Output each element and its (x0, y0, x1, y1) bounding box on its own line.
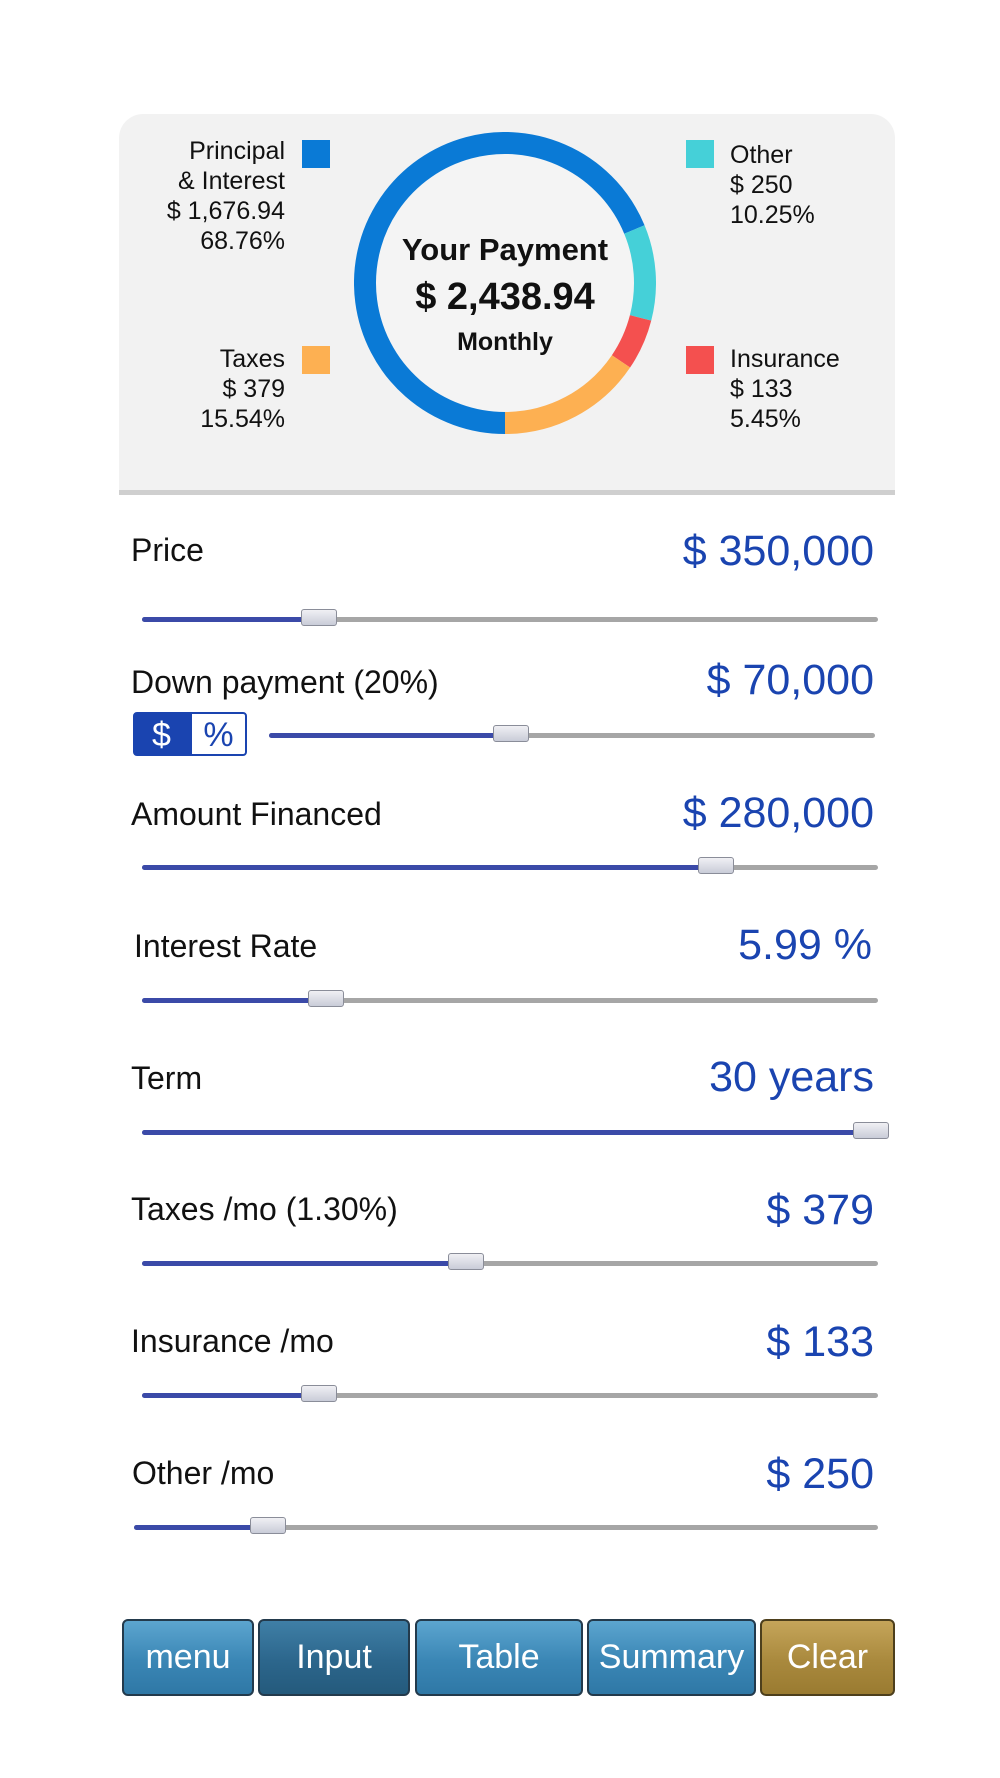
price-slider[interactable] (142, 609, 878, 627)
amount-financed-label: Amount Financed (131, 796, 382, 832)
insurance-swatch (686, 346, 714, 374)
amount-financed-slider[interactable] (142, 857, 878, 875)
other-label: Other /mo (132, 1455, 275, 1491)
insurance-slider[interactable] (142, 1385, 878, 1403)
donut-segment-principal (354, 132, 645, 434)
down-payment-value[interactable]: $ 70,000 (706, 656, 874, 704)
legend-insurance: Insurance $ 133 5.45% (730, 344, 840, 434)
insurance-slider-thumb[interactable] (300, 1385, 337, 1402)
payment-period: Monthly (457, 328, 553, 356)
price-slider-thumb[interactable] (300, 609, 337, 626)
legend-other-percent: 10.25% (730, 201, 815, 229)
term-slider-thumb[interactable] (853, 1122, 889, 1139)
legend-insurance-value: $ 133 (730, 375, 793, 403)
taxes-value[interactable]: $ 379 (766, 1186, 874, 1234)
legend-taxes-value: $ 379 (222, 375, 285, 403)
payment-donut-chart (354, 132, 656, 434)
toggle-percent-button[interactable]: % (190, 712, 247, 756)
other-swatch (686, 140, 714, 168)
legend-other: Other $ 250 10.25% (730, 140, 815, 230)
legend-other-label: Other (730, 141, 793, 169)
taxes-slider-thumb[interactable] (447, 1253, 484, 1270)
insurance-label: Insurance /mo (131, 1323, 334, 1359)
interest-rate-label: Interest Rate (134, 928, 318, 964)
down-payment-slider[interactable] (269, 725, 875, 743)
other-slider-thumb[interactable] (249, 1517, 286, 1534)
interest-rate-slider[interactable] (142, 990, 878, 1008)
interest-rate-value[interactable]: 5.99 % (738, 921, 872, 969)
donut-segment-other (624, 225, 656, 321)
other-value[interactable]: $ 250 (766, 1450, 874, 1498)
other-slider[interactable] (134, 1517, 878, 1535)
legend-principal-label2: & Interest (178, 167, 285, 195)
your-payment-title: Your Payment (401, 232, 609, 267)
legend-insurance-label: Insurance (730, 345, 840, 373)
donut-center (376, 154, 634, 412)
legend-principal-percent: 68.76% (200, 227, 285, 255)
price-value[interactable]: $ 350,000 (682, 527, 874, 575)
taxes-label: Taxes /mo (1.30%) (131, 1191, 398, 1227)
payment-amount: $ 2,438.94 (415, 276, 595, 318)
clear-button[interactable]: Clear (760, 1619, 895, 1696)
legend-principal-value: $ 1,676.94 (166, 197, 285, 225)
taxes-swatch (302, 346, 330, 374)
down-payment-unit-toggle: $ % (133, 712, 247, 756)
legend-taxes: Taxes $ 379 15.54% (200, 344, 285, 434)
donut-segment-taxes (504, 355, 631, 434)
input-tab-button[interactable]: Input (258, 1619, 410, 1696)
summary-tab-button[interactable]: Summary (587, 1619, 756, 1696)
donut-segment-insurance (611, 314, 652, 368)
legend-other-value: $ 250 (730, 171, 793, 199)
legend-principal: Principal & Interest $ 1,676.94 68.76% (167, 136, 285, 256)
amount-financed-value[interactable]: $ 280,000 (682, 789, 874, 837)
down-payment-label: Down payment (20%) (131, 664, 439, 700)
term-label: Term (131, 1060, 203, 1096)
price-label: Price (131, 532, 204, 568)
principal-swatch (302, 140, 330, 168)
toggle-dollar-button[interactable]: $ (133, 712, 190, 756)
taxes-slider[interactable] (142, 1253, 878, 1271)
amount-financed-slider-thumb[interactable] (698, 857, 735, 874)
term-slider[interactable] (142, 1122, 889, 1140)
legend-taxes-label: Taxes (219, 345, 285, 373)
legend-principal-label1: Principal (189, 137, 285, 165)
interest-rate-slider-thumb[interactable] (308, 990, 344, 1007)
down-payment-slider-thumb[interactable] (493, 725, 530, 742)
table-tab-button[interactable]: Table (415, 1619, 583, 1696)
insurance-value[interactable]: $ 133 (766, 1318, 874, 1366)
term-value[interactable]: 30 years (709, 1053, 874, 1101)
legend-insurance-percent: 5.45% (730, 405, 801, 433)
legend-taxes-percent: 15.54% (200, 405, 285, 433)
menu-button[interactable]: menu (122, 1619, 254, 1696)
